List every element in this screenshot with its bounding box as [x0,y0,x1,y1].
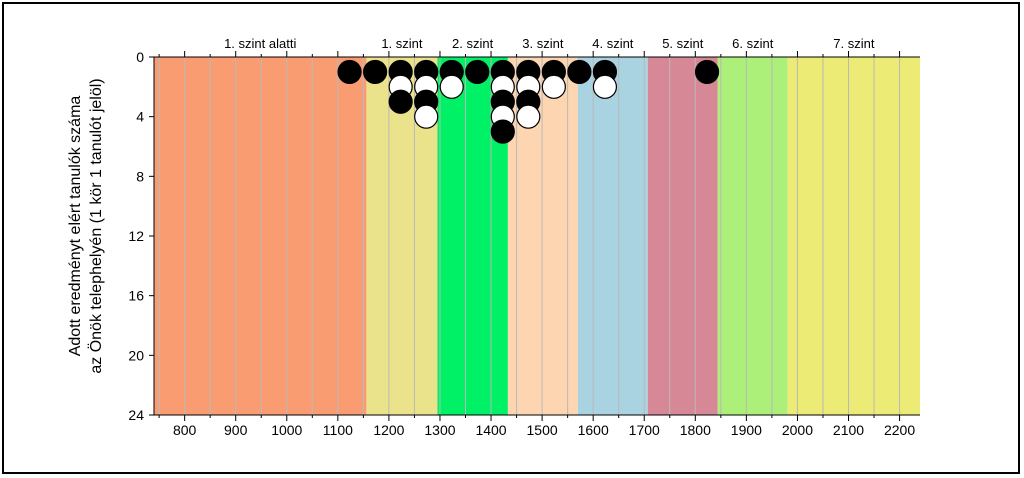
data-point [439,74,464,99]
y-tick-label: 12 [128,228,144,244]
level-band-5 [577,57,648,415]
level-labels: 1. szint alatti 1. szint 2. szint 3. szint 4… [224,36,875,51]
y-tick-label: 24 [128,407,144,423]
data-point [465,59,490,85]
x-tick-label: 2200 [884,422,915,438]
x-tick-label: 1900 [731,422,762,438]
y-tick-label: 20 [128,347,144,363]
x-tick-label: 1100 [323,422,353,438]
x-tick-labels: 800 900 1000 1100 1200 1300 1400 1500 1600 1700 18… [173,422,915,438]
x-tick-label: 1000 [271,422,302,438]
data-point [516,104,541,129]
data-point [694,59,720,85]
x-tick-label: 800 [173,422,197,438]
level-band-8 [787,57,920,415]
y-tick-label: 0 [136,49,144,65]
data-point [337,59,362,85]
y-tick-label: 16 [128,288,144,304]
grid-lines [158,57,901,415]
y-tick-label: 8 [136,168,144,184]
x-tick-label: 2100 [833,422,864,438]
x-tick-label: 900 [224,422,248,438]
y-axis-label-line-1: Adott eredményt elért tanulók száma [67,96,84,357]
level-label-4: 3. szint [522,36,564,51]
level-band-7 [717,57,788,415]
y-tick-labels: 0 4 8 12 16 20 24 [128,49,144,423]
points [337,59,720,144]
level-label-7: 6. szint [732,36,774,51]
data-point [541,74,566,99]
level-band-6 [647,57,718,415]
data-point [388,89,413,114]
x-tick-label: 1300 [424,422,455,438]
level-label-3: 2. szint [452,36,494,51]
level-label-1: 1. szint alatti [224,36,296,51]
data-point [414,104,439,129]
x-tick-label: 2000 [782,422,813,438]
axes [149,51,920,421]
x-tick-label: 1600 [578,422,609,438]
y-axis-label-line-2: az Önök telephelyén (1 kör 1 tanulót jel… [87,78,105,373]
level-label-5: 4. szint [592,36,634,51]
x-tick-label: 1200 [373,422,404,438]
data-point [592,74,618,99]
data-point [363,59,388,85]
x-tick-label: 1400 [475,422,506,438]
data-point [567,59,592,85]
x-tick-label: 1700 [629,422,660,438]
x-tick-label: 1500 [527,422,558,438]
level-label-6: 5. szint [662,36,704,51]
y-tick-label: 4 [136,109,144,125]
level-label-2: 1. szint [381,36,423,51]
data-point [490,119,515,144]
x-tick-label: 1800 [680,422,711,438]
level-label-8: 7. szint [833,36,875,51]
level-band-1 [154,57,367,415]
